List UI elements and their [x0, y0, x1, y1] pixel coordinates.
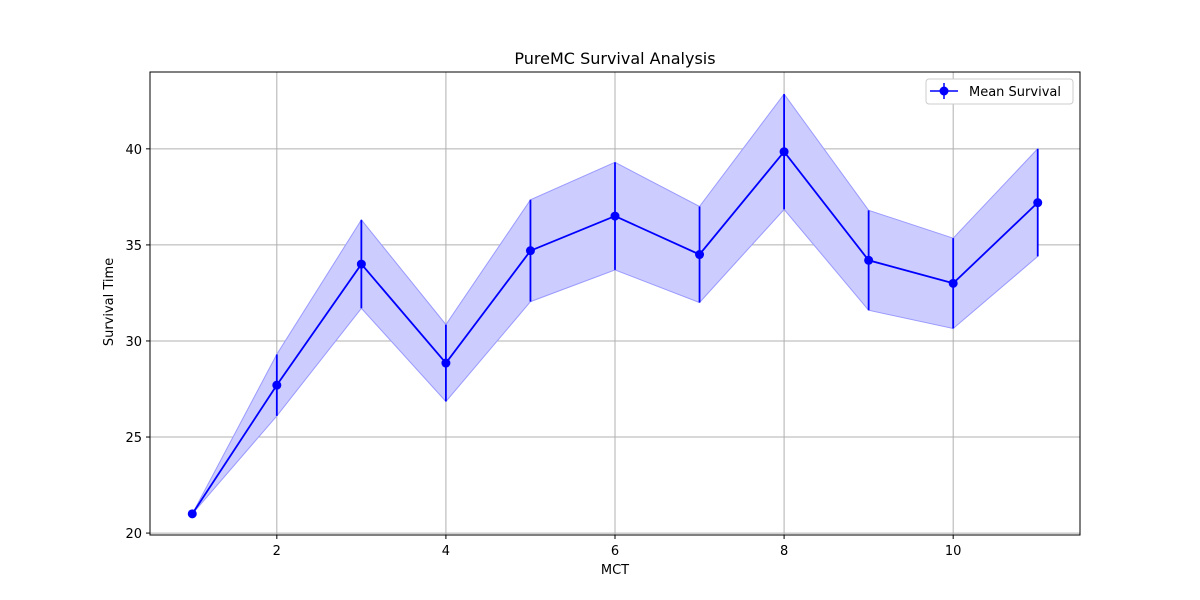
data-point [610, 211, 620, 221]
legend-box [925, 78, 1074, 105]
legend-label-mean-survival: Mean Survival [969, 85, 1061, 100]
chart-title: PureMC Survival Analysis [514, 49, 715, 68]
data-point [356, 259, 366, 269]
data-point [864, 255, 874, 265]
data-point [187, 509, 197, 519]
x-tick-label: 4 [442, 544, 450, 559]
ticks: 2 4 6 8 10 20 25 30 35 40 [125, 143, 961, 559]
data-point [779, 147, 789, 157]
x-tick-label: 6 [611, 544, 619, 559]
y-tick-label: 40 [125, 143, 142, 158]
legend: Mean Survival [925, 78, 1074, 105]
x-axis-label: MCT [601, 563, 629, 578]
y-tick-label: 25 [125, 431, 142, 446]
data-point [948, 278, 958, 288]
data-point [695, 250, 705, 260]
data-point [272, 380, 282, 390]
y-axis-label: Survival Time [102, 258, 117, 346]
y-tick-label: 20 [125, 527, 142, 542]
data-point [441, 358, 451, 368]
y-tick-label: 30 [125, 335, 142, 350]
x-tick-label: 2 [273, 544, 281, 559]
data-point [1033, 198, 1043, 208]
legend-marker-swatch [939, 86, 949, 96]
y-tick-label: 35 [125, 239, 142, 254]
data-point [525, 246, 535, 256]
x-tick-label: 10 [945, 544, 962, 559]
x-tick-label: 8 [780, 544, 788, 559]
series-layer [187, 94, 1043, 519]
